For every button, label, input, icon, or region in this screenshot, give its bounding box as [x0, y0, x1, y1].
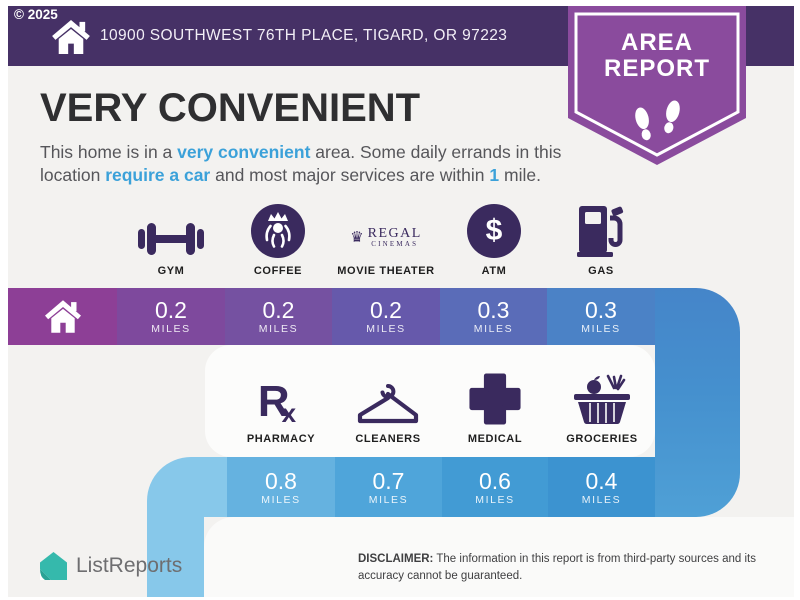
- page-title: VERY CONVENIENT: [40, 86, 421, 130]
- gas-pump-icon: [577, 200, 625, 258]
- distance-unit: MILES: [366, 323, 406, 335]
- distance-unit: MILES: [475, 493, 515, 506]
- poi-label: GYM: [157, 265, 185, 277]
- home-icon: [44, 300, 81, 333]
- home-segment: [8, 288, 117, 345]
- distance-value: 0.2: [370, 297, 402, 323]
- poi-pharmacy: Rx PHARMACY: [221, 368, 341, 446]
- summary-highlight: very convenient: [177, 142, 311, 162]
- poi-groceries: GROCERIES: [542, 368, 662, 445]
- poi-cleaners: CLEANERS: [328, 368, 448, 445]
- distance-value: 0.6: [479, 467, 511, 494]
- brand-name: ListReports: [76, 554, 183, 577]
- poi-label: MEDICAL: [467, 433, 523, 445]
- poi-coffee: COFFEE: [218, 200, 338, 277]
- summary-run: and most major services are within: [210, 165, 490, 186]
- poi-gym: GYM: [111, 200, 231, 277]
- summary-run: mile.: [499, 165, 541, 186]
- copyright-text: © 2025: [14, 7, 58, 22]
- road-right-curve: [655, 288, 740, 517]
- poi-gas: GAS: [541, 200, 661, 277]
- distance-value: 0.7: [372, 467, 405, 494]
- distance-segment: 0.4 MILES: [548, 457, 655, 517]
- distance-value: 0.3: [477, 297, 510, 323]
- hanger-icon: [355, 368, 421, 426]
- rx-icon: Rx: [257, 368, 304, 428]
- distance-segment: 0.8 MILES: [227, 457, 335, 517]
- poi-movie-theater: ♛ REGAL CINEMAS MOVIE THEATER: [326, 200, 446, 278]
- poi-label: GROCERIES: [566, 433, 638, 445]
- distance-segment: 0.6 MILES: [442, 457, 548, 517]
- rx-letter-x: x: [281, 398, 297, 428]
- poi-label: PHARMACY: [246, 433, 316, 445]
- summary-highlight: require a car: [105, 165, 211, 186]
- poi-label: CLEANERS: [355, 433, 421, 445]
- home-icon: [52, 20, 90, 59]
- row2-panel: [205, 345, 655, 457]
- distance-value: 0.2: [155, 297, 187, 323]
- grocery-basket-icon: [572, 368, 632, 426]
- poi-label: GAS: [588, 265, 614, 277]
- poi-label: ATM: [481, 265, 507, 277]
- distance-bar-top: 0.2 MILES 0.2 MILES 0.2 MILES 0.3 MILES …: [0, 288, 800, 345]
- distance-segment: 0.2 MILES: [225, 288, 332, 345]
- regal-cinemas-logo: ♛ REGAL CINEMAS: [350, 200, 422, 258]
- property-address: 10900 SOUTHWEST 76TH PLACE, TIGARD, OR 9…: [100, 27, 508, 44]
- distance-unit: MILES: [581, 493, 622, 506]
- disclaimer-label: DISCLAIMER:: [358, 553, 434, 565]
- footprints-icon: [635, 100, 680, 141]
- poi-label: COFFEE: [253, 265, 303, 277]
- distance-value: 0.4: [585, 467, 618, 494]
- poi-label: MOVIE THEATER: [337, 265, 435, 277]
- summary-run: location: [40, 165, 106, 186]
- distance-unit: MILES: [258, 323, 299, 335]
- listreports-house-icon: [40, 552, 67, 580]
- distance-segment: 0.7 MILES: [335, 457, 442, 517]
- distance-value: 0.2: [262, 297, 295, 323]
- distance-segment: 0.2 MILES: [332, 288, 440, 345]
- medical-cross-icon: [468, 368, 522, 426]
- distance-segment: 0.2 MILES: [117, 288, 225, 345]
- distance-value: 0.3: [585, 297, 617, 323]
- road-left-vertical: [147, 517, 204, 597]
- badge-line-1: AREA: [620, 29, 693, 56]
- distance-segment: 0.3 MILES: [547, 288, 655, 345]
- crown-icon: ♛: [350, 229, 364, 246]
- dollar-sign: $: [485, 214, 503, 247]
- poi-atm: $ ATM: [434, 200, 554, 277]
- regal-logo-line2: CINEMAS: [371, 240, 419, 248]
- regal-logo-line1: REGAL: [367, 226, 422, 241]
- summary-highlight: 1: [489, 165, 500, 186]
- area-report-badge: AREA REPORT: [568, 6, 746, 166]
- disclaimer-body: The information in this report is from t…: [358, 553, 756, 582]
- listreports-logo: ListReports: [40, 552, 182, 580]
- rx-letter-r: R: [257, 377, 290, 426]
- coffee-siren-icon: [251, 200, 305, 258]
- disclaimer-text: DISCLAIMER: The information in this repo…: [358, 551, 768, 584]
- summary-run: area. Some daily errands in this: [310, 142, 562, 162]
- distance-segment: 0.3 MILES: [440, 288, 547, 345]
- distance-bar-bottom: 0.8 MILES 0.7 MILES 0.6 MILES 0.4 MILES: [0, 457, 800, 517]
- badge-line-2: REPORT: [603, 55, 710, 82]
- dollar-circle-icon: $: [467, 200, 521, 258]
- poi-medical: MEDICAL: [435, 368, 555, 445]
- dumbbell-icon: [138, 200, 204, 258]
- distance-value: 0.8: [265, 467, 297, 494]
- distance-unit: MILES: [368, 493, 409, 506]
- distance-unit: MILES: [581, 323, 621, 335]
- footer-panel: [204, 517, 794, 597]
- distance-unit: MILES: [151, 323, 191, 335]
- distance-unit: MILES: [261, 493, 301, 506]
- distance-unit: MILES: [473, 323, 514, 335]
- summary-text: This home is in a very convenient area. …: [40, 141, 580, 187]
- badge-title: AREA REPORT: [568, 30, 746, 82]
- summary-run: This home is in a: [40, 142, 178, 162]
